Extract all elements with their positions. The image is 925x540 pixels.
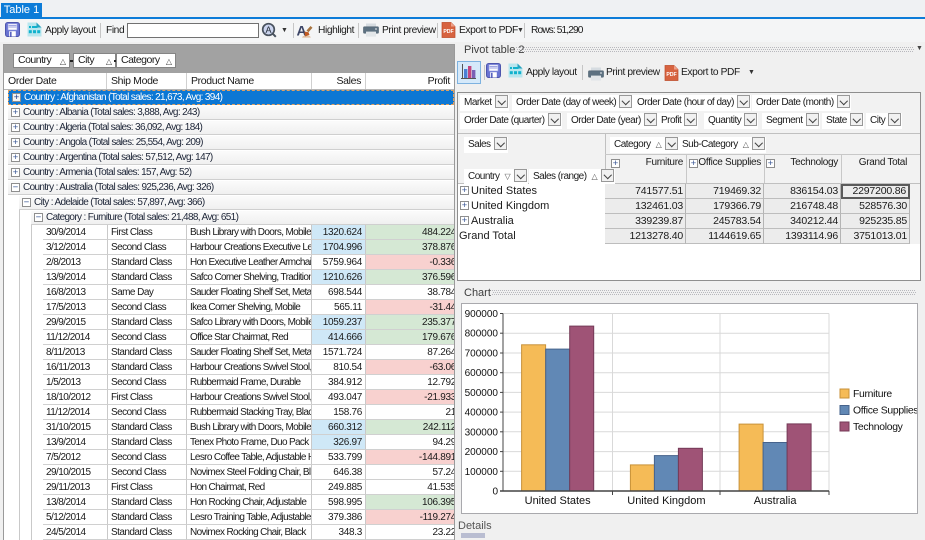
svg-text:800000: 800000 (465, 329, 499, 340)
svg-text:A: A (297, 23, 307, 38)
svg-text:A: A (265, 25, 271, 35)
svg-text:United Kingdom: United Kingdom (627, 495, 705, 507)
svg-text:PDF: PDF (443, 29, 453, 35)
svg-text:100000: 100000 (465, 467, 499, 478)
svg-text:Technology: Technology (853, 422, 904, 433)
svg-text:700000: 700000 (465, 349, 499, 360)
svg-text:Furniture: Furniture (853, 389, 892, 400)
svg-text:500000: 500000 (465, 388, 499, 399)
svg-text:United States: United States (525, 495, 592, 507)
svg-text:Office Supplies: Office Supplies (853, 406, 917, 417)
svg-text:Australia: Australia (754, 495, 798, 507)
svg-text:900000: 900000 (465, 309, 499, 320)
svg-text:600000: 600000 (465, 368, 499, 379)
svg-text:PDF: PDF (666, 72, 676, 78)
svg-text:400000: 400000 (465, 408, 499, 419)
svg-text:300000: 300000 (465, 427, 499, 438)
svg-text:0: 0 (492, 487, 498, 498)
svg-text:200000: 200000 (465, 447, 499, 458)
